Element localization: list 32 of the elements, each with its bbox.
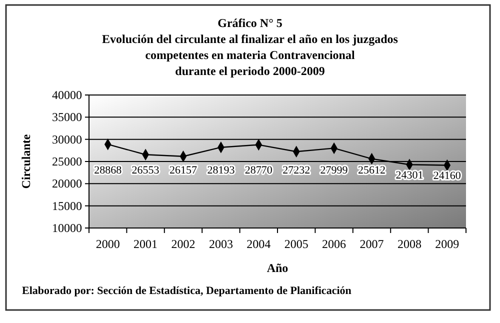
y-tick-label: 35000: [52, 110, 82, 124]
y-tick-label: 40000: [52, 88, 82, 102]
text: Elaborado por: Sección de Estadística, Departamento de Planificación: [22, 285, 352, 297]
data-label: 28193: [207, 164, 236, 176]
x-axis-title: Año: [266, 261, 288, 275]
data-label: 26553: [132, 164, 160, 176]
x-tick-label: 2001: [134, 237, 158, 251]
x-tick-label: 2002: [171, 237, 196, 251]
x-tick-label: 2000: [96, 237, 120, 251]
data-label: 27232: [282, 164, 310, 176]
data-label: 25612: [358, 164, 386, 176]
data-label: 28770: [244, 164, 273, 176]
data-label: 24160: [433, 170, 462, 182]
data-label: 28868: [94, 164, 122, 176]
chart-subtitle: Evolución del circulante al finalizar el año en los juzgados competentes en materia Contravencional durante el periodo 2000-2009: [102, 32, 398, 78]
x-tick-label: 2008: [397, 237, 422, 251]
data-label: 24301: [396, 170, 424, 182]
y-tick-label: 10000: [52, 221, 82, 235]
x-tick-label: 2005: [284, 237, 308, 251]
y-tick-label: 25000: [52, 154, 82, 168]
x-tick-label: 2009: [435, 237, 460, 251]
x-tick-label: 2006: [322, 237, 346, 251]
data-label: 27999: [320, 164, 348, 176]
data-label: 26157: [170, 164, 198, 176]
x-tick-label: 2007: [360, 237, 384, 251]
x-tick-label: 2003: [208, 237, 233, 251]
y-tick-label: 30000: [52, 132, 82, 146]
x-tick-label: 2004: [246, 237, 271, 251]
y-axis-title: Circulante: [19, 134, 33, 189]
chart-title: Gráfico N° 5: [218, 16, 282, 30]
y-tick-label: 15000: [52, 198, 82, 213]
y-tick-label: 20000: [52, 176, 82, 191]
